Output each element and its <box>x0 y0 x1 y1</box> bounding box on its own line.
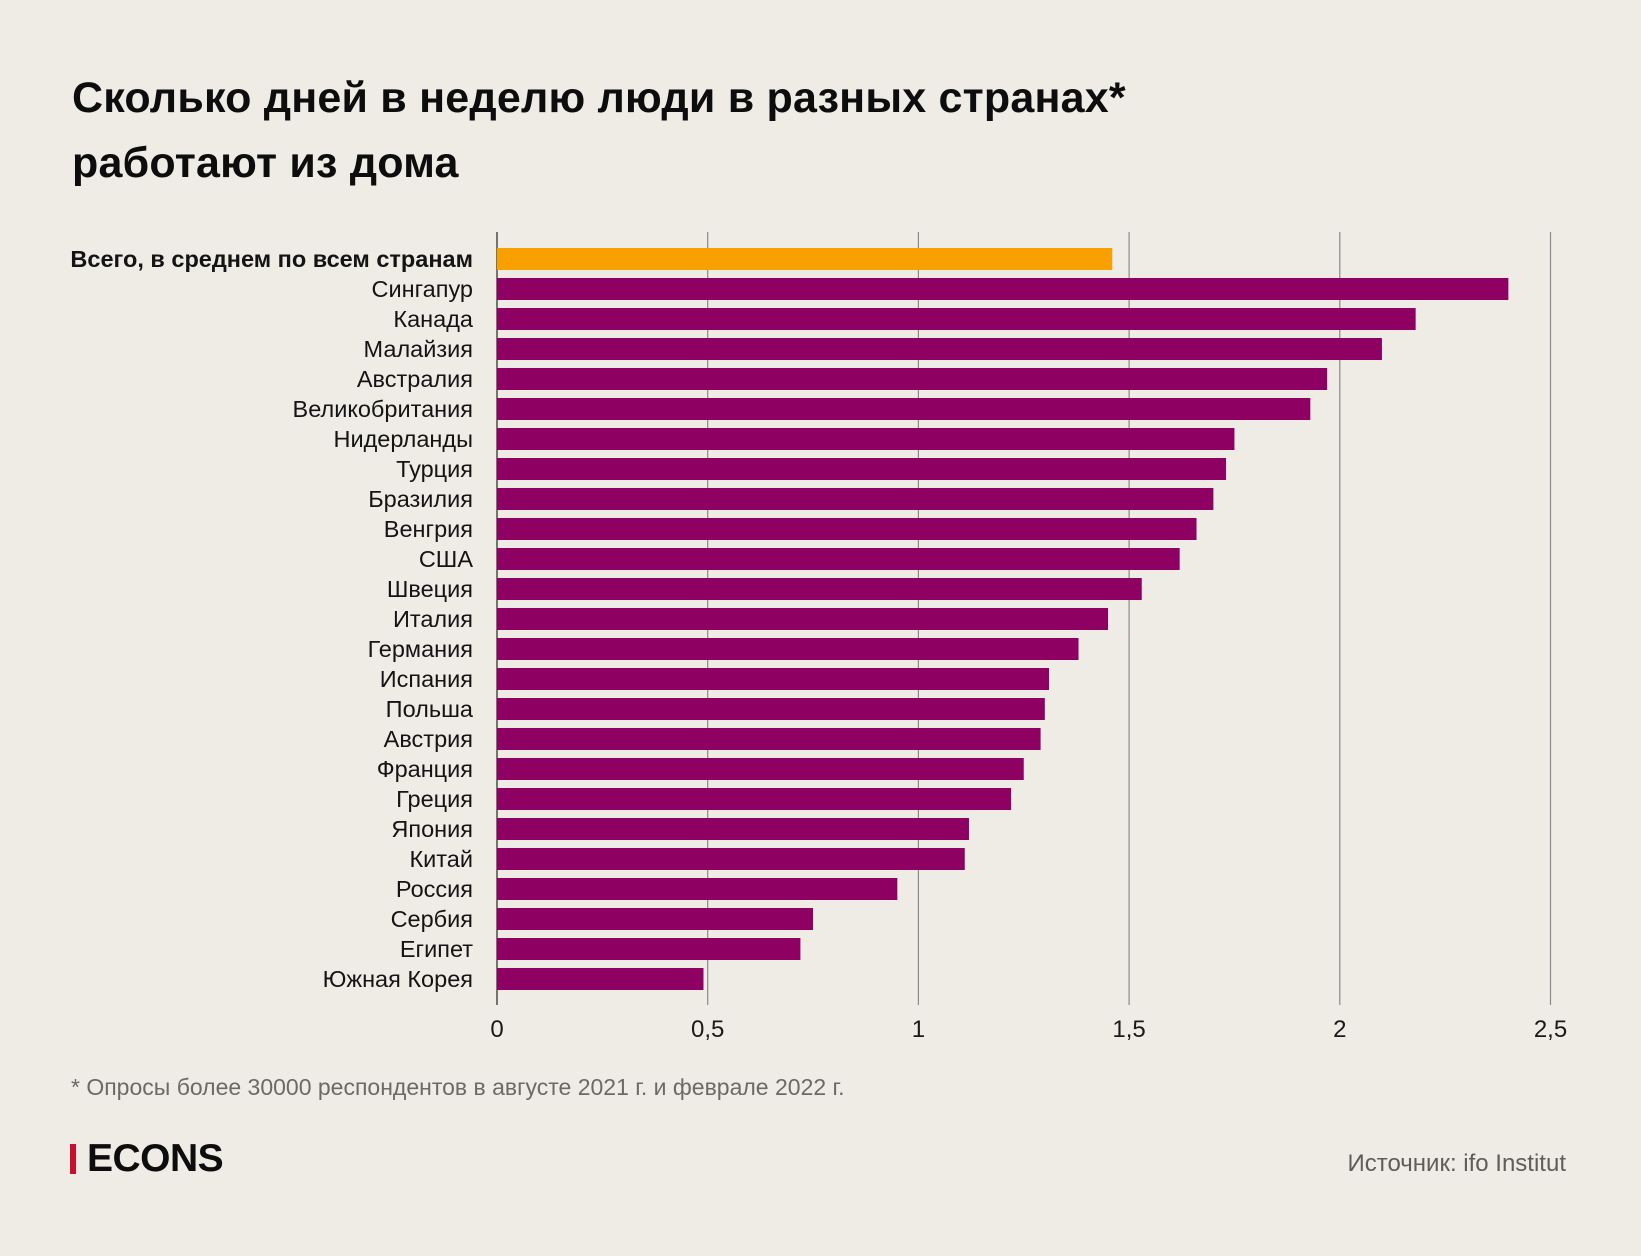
bars <box>497 248 1509 990</box>
x-tick-label: 1 <box>912 1016 925 1043</box>
bar <box>497 848 965 870</box>
category-label: Швеция <box>387 576 473 602</box>
bar <box>497 788 1012 810</box>
category-label: Польша <box>386 696 474 722</box>
bar <box>497 548 1180 570</box>
logo-text: ECONS <box>87 1137 224 1180</box>
bar <box>497 668 1050 690</box>
bar <box>497 308 1416 330</box>
x-tick-label: 1,5 <box>1112 1016 1145 1043</box>
category-label: Италия <box>393 606 473 632</box>
bar <box>497 938 801 960</box>
category-label: Франция <box>377 756 473 782</box>
bar <box>497 338 1382 360</box>
bar <box>497 578 1142 600</box>
category-label: Греция <box>396 786 473 812</box>
category-label: Испания <box>380 666 473 692</box>
bar <box>497 398 1311 420</box>
x-tick-label: 2,5 <box>1534 1016 1567 1043</box>
bar <box>497 698 1045 720</box>
logo-accent-bar <box>70 1144 76 1174</box>
category-label: Нидерланды <box>333 426 473 452</box>
bar <box>497 758 1024 780</box>
bar <box>497 968 704 990</box>
category-label: Бразилия <box>368 486 473 512</box>
category-label: Малайзия <box>364 336 473 362</box>
chart-title-line-2: работают из дома <box>72 139 459 187</box>
category-label: Россия <box>396 876 473 902</box>
econs-logo: ECONS <box>70 1137 224 1180</box>
category-label: США <box>419 546 474 572</box>
category-label: Сербия <box>391 906 473 932</box>
category-label: Турция <box>396 456 473 482</box>
bar-chart: Всего, в среднем по всем странам Сингапур… <box>70 232 1567 1043</box>
category-label: Южная Корея <box>323 966 473 992</box>
bar <box>497 428 1235 450</box>
category-label: Сингапур <box>372 276 473 302</box>
category-label-average: Всего, в среднем по всем странам <box>70 246 473 272</box>
x-axis-tick-labels: 0 0,5 1 1,5 2 2,5 <box>490 1016 1567 1043</box>
bar <box>497 278 1509 300</box>
category-labels: Всего, в среднем по всем странам Сингапур… <box>70 246 474 992</box>
x-tick-label: 0,5 <box>691 1016 724 1043</box>
category-label: Австрия <box>384 726 473 752</box>
x-tick-label: 2 <box>1333 1016 1346 1043</box>
bar <box>497 518 1197 540</box>
bar-average <box>497 248 1113 270</box>
chart-title-line-1: Сколько дней в неделю люди в разных стра… <box>72 74 1126 122</box>
bar <box>497 458 1227 480</box>
source-note: Источник: ifo Institut <box>1347 1150 1566 1177</box>
bar <box>497 488 1214 510</box>
bar <box>497 608 1109 630</box>
category-label: Япония <box>391 816 473 842</box>
chart-title: Сколько дней в неделю люди в разных стра… <box>72 66 1126 196</box>
footnote: * Опросы более 30000 респондентов в авгу… <box>71 1074 845 1100</box>
category-label: Великобритания <box>293 396 473 422</box>
category-label: Австралия <box>357 366 473 392</box>
bar <box>497 818 969 840</box>
bar <box>497 878 898 900</box>
bar <box>497 638 1079 660</box>
category-label: Китай <box>409 846 473 872</box>
category-label: Венгрия <box>384 516 473 542</box>
x-tick-label: 0 <box>490 1016 503 1043</box>
category-label: Канада <box>393 306 474 332</box>
bar <box>497 908 814 930</box>
category-label: Египет <box>400 936 473 962</box>
bar <box>497 368 1328 390</box>
bar <box>497 728 1041 750</box>
category-label: Германия <box>368 636 473 662</box>
